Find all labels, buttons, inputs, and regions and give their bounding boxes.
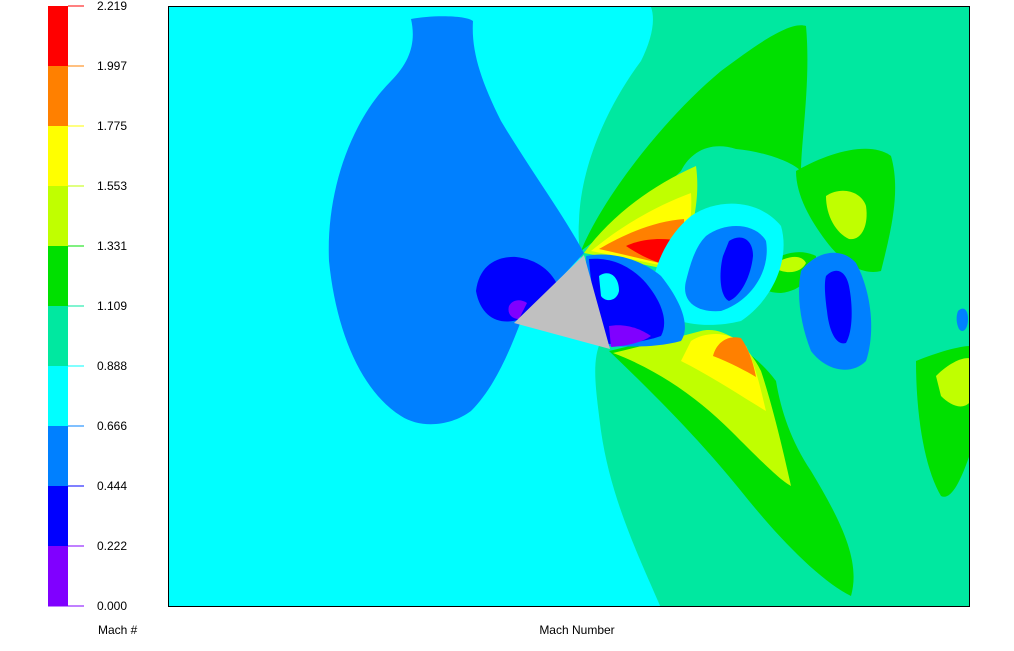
right-deep-blue-lobe [824,270,852,344]
lower-orange-core [713,337,756,377]
cone-body [514,255,610,349]
contour-field [169,7,969,606]
legend-tick-label: 1.331 [97,239,128,253]
legend-band [48,186,68,247]
mach-contour-plot [168,6,970,607]
plot-title: Mach Number [539,623,615,637]
near-wake-cyan-eye [599,273,619,301]
legend-tick-label: 1.997 [97,59,128,73]
legend-band [48,366,68,427]
legend-title: Mach # [98,623,138,637]
legend-band [48,126,68,187]
legend-tick-label: 0.444 [97,479,128,493]
legend-band [48,546,68,607]
upper-shock-band [581,25,808,251]
stagnation-violet [508,300,527,319]
legend-tick-label: 0.000 [97,599,128,613]
edge-blue-sliver [956,308,968,331]
color-legend: 2.219 1.997 1.775 1.553 1.331 1.109 0.888 0.666… [0,0,160,646]
legend-tick-label: 1.775 [97,119,128,133]
legend-band [48,426,68,487]
right-lime-patch [826,190,867,240]
legend-tick-label: 0.888 [97,359,128,373]
legend-tick-label: 2.219 [97,0,128,13]
legend-tick-label: 0.222 [97,539,128,553]
legend-band [48,486,68,547]
legend-band [48,66,68,127]
legend-tick-label: 1.553 [97,179,128,193]
legend-tick-label: 1.109 [97,299,128,313]
far-right-lime [936,358,969,407]
wake-deep-blue [720,237,753,301]
near-wake-violet [609,325,651,347]
legend-band [48,6,68,67]
color-legend-bar [48,5,84,607]
legend-band [48,306,68,367]
lower-shock-band [609,334,854,596]
legend-band [48,246,68,307]
legend-tick-label: 0.666 [97,419,128,433]
